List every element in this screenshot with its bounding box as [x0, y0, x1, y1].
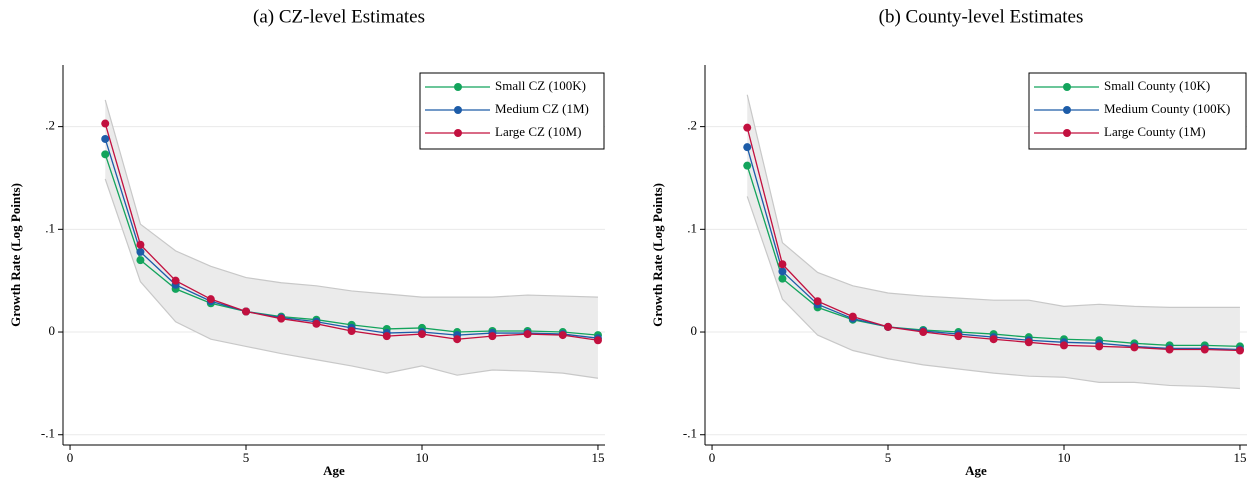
x-tick-label: 15	[591, 450, 604, 465]
point	[382, 332, 391, 341]
point	[778, 274, 787, 283]
legend-label: Large County (1M)	[1104, 124, 1206, 139]
point	[743, 123, 752, 132]
x-tick-label: 5	[243, 450, 250, 465]
legend-label: Large CZ (10M)	[495, 124, 581, 139]
point	[884, 322, 893, 331]
point	[558, 331, 567, 340]
x-tick-label: 0	[67, 450, 74, 465]
point	[989, 335, 998, 344]
confidence-band	[105, 99, 598, 379]
point	[919, 328, 928, 337]
point	[1059, 341, 1068, 350]
legend-label: Small County (10K)	[1104, 78, 1210, 93]
legend-marker	[1063, 129, 1071, 137]
chart-title: (a) CZ-level Estimates	[253, 6, 425, 27]
point	[743, 161, 752, 170]
point	[848, 312, 857, 321]
point	[1024, 338, 1033, 347]
chart-title: (b) County-level Estimates	[879, 6, 1084, 27]
point	[206, 295, 215, 304]
point	[242, 307, 251, 316]
point	[101, 150, 110, 159]
point	[453, 335, 462, 344]
point	[523, 330, 532, 339]
x-axis-label: Age	[323, 463, 345, 478]
y-tick-label: -.1	[683, 426, 697, 441]
point	[778, 267, 787, 276]
point	[778, 260, 787, 269]
band-upper	[104, 99, 598, 298]
x-tick-label: 5	[885, 450, 892, 465]
point	[488, 332, 497, 341]
legend-marker	[1063, 106, 1071, 114]
point	[593, 336, 602, 345]
y-tick-label: .1	[687, 220, 697, 235]
x-tick-label: 10	[1057, 450, 1070, 465]
y-axis-label: Growth Rate (Log Points)	[650, 183, 665, 327]
band-lower	[104, 178, 599, 379]
point	[417, 330, 426, 339]
point	[101, 119, 110, 128]
y-tick-label: 0	[691, 323, 698, 338]
legend-marker	[1063, 83, 1071, 91]
point	[1235, 346, 1244, 355]
point	[277, 314, 286, 323]
point	[347, 327, 356, 335]
point	[813, 297, 822, 306]
point	[954, 332, 963, 341]
point	[101, 134, 110, 143]
point	[1130, 343, 1139, 352]
x-axis-label: Age	[965, 463, 987, 478]
legend-label: Small CZ (100K)	[495, 78, 586, 93]
point	[743, 143, 752, 152]
point	[171, 276, 180, 285]
y-tick-label: .2	[45, 118, 55, 133]
legend-label: Medium County (100K)	[1104, 101, 1230, 116]
y-tick-label: .1	[45, 220, 55, 235]
legend-marker	[454, 106, 462, 114]
band-upper	[746, 94, 1240, 308]
point	[1165, 345, 1174, 354]
y-tick-label: -.1	[41, 426, 55, 441]
point	[136, 256, 145, 265]
band-lower	[746, 196, 1240, 390]
x-tick-label: 0	[709, 450, 716, 465]
point	[1095, 342, 1104, 351]
legend-box	[419, 72, 605, 150]
x-tick-label: 10	[415, 450, 428, 465]
point	[1200, 345, 1209, 354]
point	[312, 319, 321, 328]
point	[136, 240, 145, 249]
y-axis-label: Growth Rate (Log Points)	[8, 183, 23, 327]
legend-marker	[454, 83, 462, 91]
legend-label: Medium CZ (1M)	[495, 101, 589, 116]
y-tick-label: .2	[687, 118, 697, 133]
x-tick-label: 15	[1233, 450, 1246, 465]
panel: (b) County-level Estimates -.1 0 .1 .2 0 5 10 15…	[650, 6, 1247, 478]
y-tick-label: 0	[49, 323, 56, 338]
point	[136, 247, 145, 256]
panel: (a) CZ-level Estimates -.1 0 .1 .2 0 5 10 15 Age G…	[8, 6, 605, 478]
legend-marker	[454, 129, 462, 137]
confidence-band	[747, 94, 1240, 389]
